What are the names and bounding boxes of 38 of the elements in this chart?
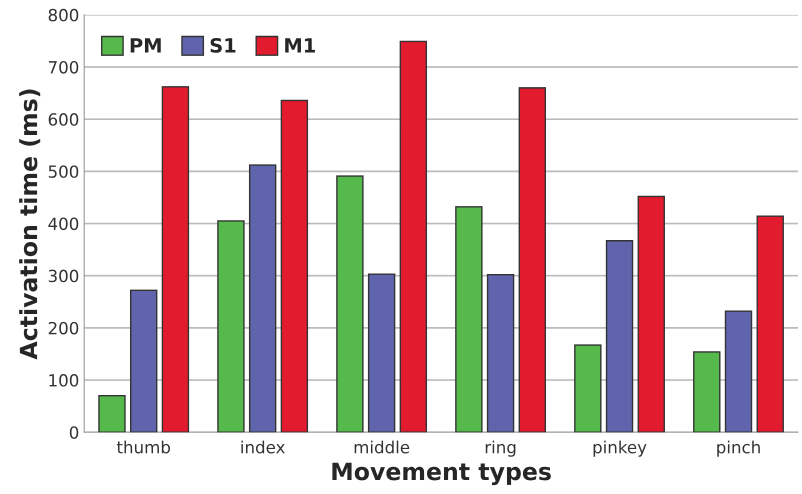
bar	[486, 274, 514, 432]
y-tick-label: 0	[70, 426, 78, 439]
x-tick-label: thumb	[116, 440, 170, 454]
y-tick-label: 500	[48, 165, 78, 178]
bar	[724, 310, 752, 432]
bar	[400, 40, 428, 432]
x-tick-label: pinch	[717, 440, 760, 457]
legend-label: M1	[285, 38, 315, 52]
y-tick-label: 800	[48, 8, 78, 22]
bar	[574, 344, 602, 432]
legend-label: S1	[210, 38, 236, 53]
bar	[336, 175, 364, 432]
bar	[130, 290, 158, 432]
bar	[280, 100, 308, 432]
x-tick-label: ring	[486, 440, 516, 457]
y-tick-label: 700	[48, 60, 78, 74]
y-tick-label: 300	[48, 270, 78, 282]
bar	[518, 87, 546, 432]
bar	[98, 395, 126, 432]
y-tick-label: 200	[48, 322, 78, 334]
legend-label: PM	[130, 38, 161, 52]
y-tick-label: 400	[48, 217, 78, 230]
bar	[638, 196, 665, 432]
y-tick-label: 600	[48, 113, 78, 126]
x-tick-label: index	[241, 440, 285, 454]
x-tick-label: middle	[354, 440, 410, 454]
y-tick-label: 100	[49, 374, 78, 387]
y-axis-title: Activation time (ms)	[19, 90, 40, 360]
bar	[455, 206, 483, 432]
bar	[368, 273, 396, 432]
bar	[162, 86, 190, 432]
bar	[606, 240, 634, 432]
bar	[248, 164, 276, 432]
x-tick-label: pinkey	[594, 440, 647, 457]
bar	[756, 216, 784, 432]
bar	[693, 351, 720, 432]
bar	[217, 220, 245, 432]
x-axis-title: Movement types	[332, 462, 551, 486]
